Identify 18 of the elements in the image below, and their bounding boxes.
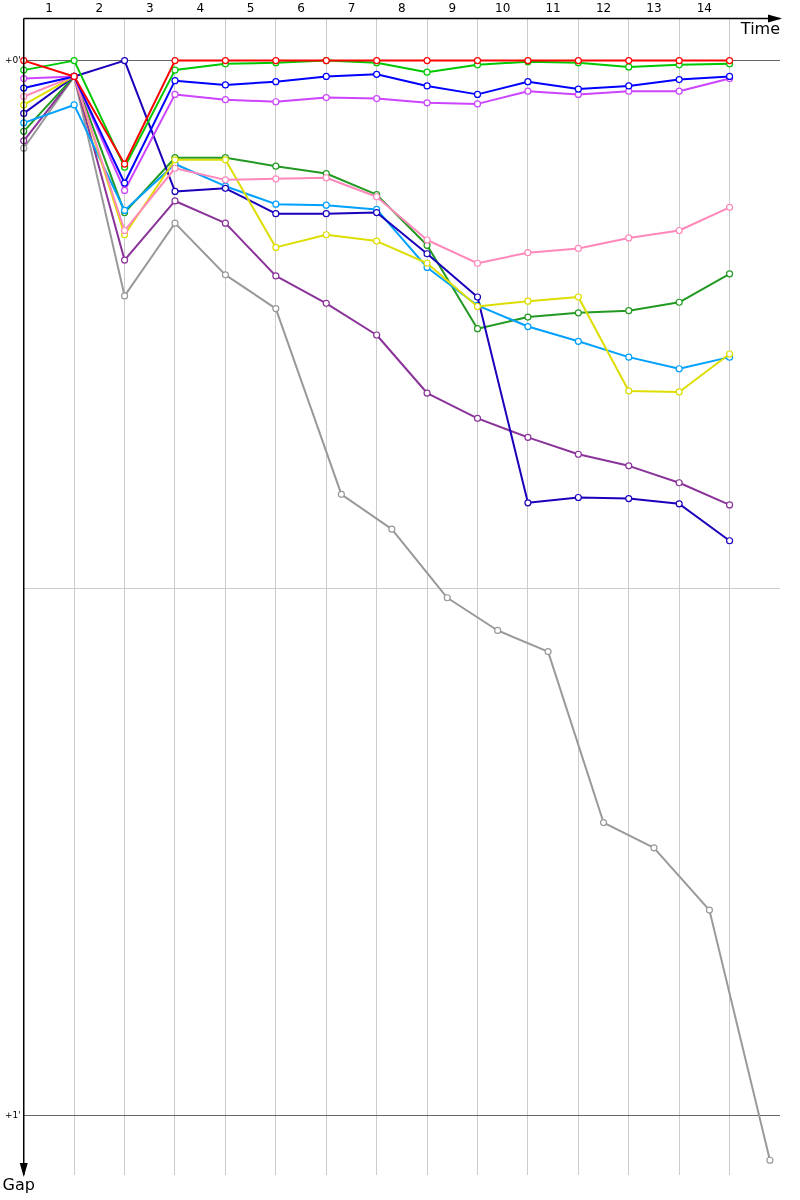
x-tick-label: 13 [646,1,662,16]
y-tick-label: +1' [4,1110,21,1121]
x-tick-label: 12 [595,1,612,16]
y-tick-label: +0' [4,54,21,65]
x-tick-label: 6 [297,1,305,16]
x-tick-label: 11 [545,1,561,16]
y-axis-title: Gap [2,1175,35,1195]
x-tick-label: 5 [246,1,255,16]
x-tick-label: 10 [495,1,511,16]
x-tick-label: 14 [696,1,713,16]
x-tick-label: 3 [145,1,154,16]
x-tick-label: 4 [196,1,205,16]
x-tick-label: 8 [398,1,406,16]
x-tick-label: 7 [347,1,356,16]
x-axis-title: Time [739,18,780,38]
x-tick-label: 2 [95,1,104,16]
x-tick-label: 1 [45,1,53,16]
x-tick-label: 9 [448,1,457,16]
